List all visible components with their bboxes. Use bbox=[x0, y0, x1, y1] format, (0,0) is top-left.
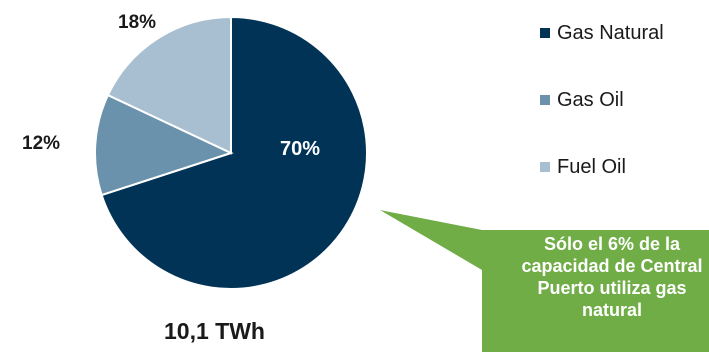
legend-label: Gas Oil bbox=[557, 89, 624, 112]
slice-label-fuel-oil: 18% bbox=[118, 12, 156, 34]
legend-swatch bbox=[540, 162, 550, 172]
total-energy-label: 10,1 TWh bbox=[164, 318, 265, 345]
legend-item-fuel-oil: Fuel Oil bbox=[540, 154, 664, 180]
legend-item-gas-oil: Gas Oil bbox=[540, 87, 664, 113]
slice-label-gas-oil: 12% bbox=[22, 133, 60, 155]
legend-swatch bbox=[540, 28, 550, 38]
callout-text: Sólo el 6% de la capacidad de Central Pu… bbox=[482, 230, 709, 352]
slice-label-gas-natural: 70% bbox=[280, 138, 320, 161]
legend-swatch bbox=[540, 95, 550, 105]
legend-label: Fuel Oil bbox=[557, 156, 626, 179]
legend-item-gas-natural: Gas Natural bbox=[540, 20, 664, 46]
legend-label: Gas Natural bbox=[557, 22, 664, 45]
legend: Gas Natural Gas Oil Fuel Oil bbox=[540, 20, 664, 221]
